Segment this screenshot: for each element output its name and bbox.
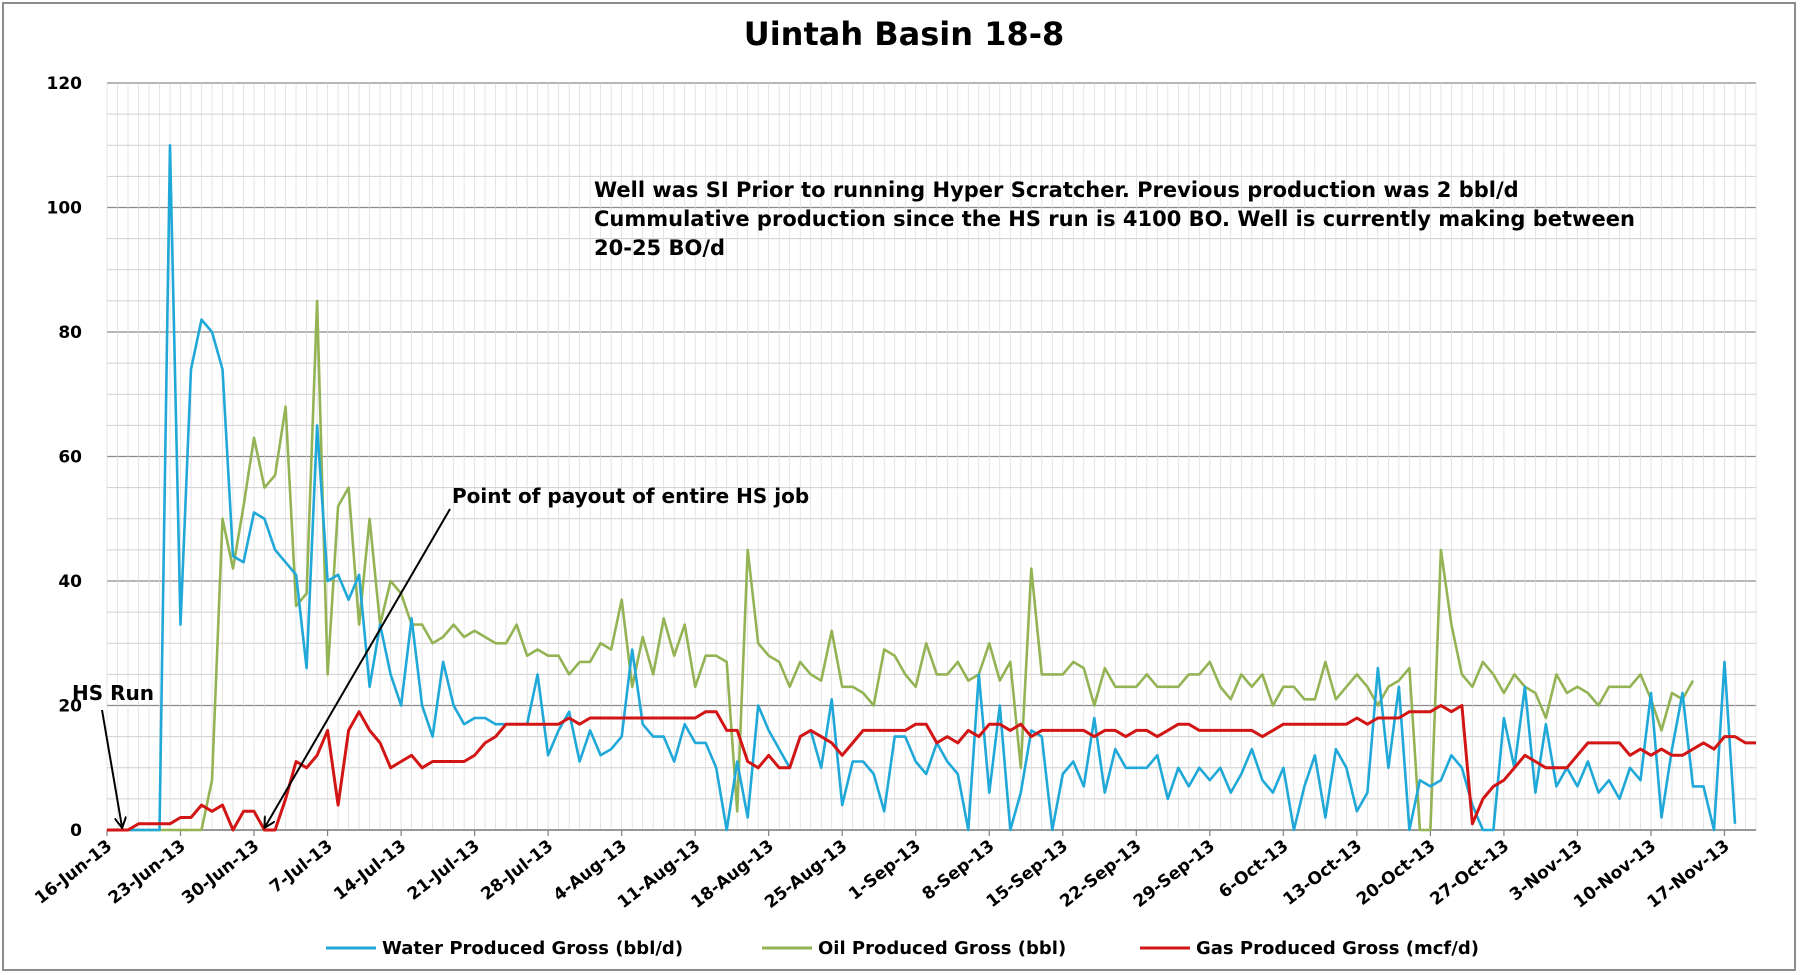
annotation-note-line-2: Cummulative production since the HS run … [594,207,1635,231]
x-tick-label: 16-Jun-13 [31,836,116,908]
x-tick-label: 29-Sep-13 [1130,836,1219,912]
x-tick-label: 27-Oct-13 [1427,836,1513,910]
x-tick-label: 20-Oct-13 [1353,836,1439,910]
legend-label-water: Water Produced Gross (bbl/d) [382,938,683,959]
chart-plot: Uintah Basin 18-8 0 20 40 60 80 100 120 16-Jun… [31,15,1757,959]
legend-label-oil: Oil Produced Gross (bbl) [818,938,1066,959]
chart-title: Uintah Basin 18-8 [744,15,1065,53]
series-line-oil [107,299,1695,832]
y-tick-label: 0 [70,821,82,841]
x-tick-label: 15-Sep-13 [983,836,1072,912]
annotation-note-line-1: Well was SI Prior to running Hyper Scrat… [594,178,1519,202]
x-tick-label: 14-Jul-13 [330,836,410,905]
series-line-water [107,144,1737,832]
y-tick-label: 20 [58,697,82,717]
annotation-note: Well was SI Prior to running Hyper Scrat… [594,178,1635,260]
gridlines [106,82,1757,831]
x-tick-label: 17-Nov-13 [1644,836,1734,912]
series-line-gas [107,704,1756,832]
y-tick-label: 40 [58,572,82,592]
annotation-payout-arrow [265,508,451,827]
x-tick-label: 1-Sep-13 [845,836,925,904]
x-tick-label: 22-Sep-13 [1056,836,1145,912]
legend: Water Produced Gross (bbl/d) Oil Produce… [326,938,1479,959]
y-tick-label: 80 [58,323,82,343]
annotation-hs-run-label: HS Run [72,681,154,705]
x-tick-label: 13-Oct-13 [1279,836,1365,910]
annotation-payout-label: Point of payout of entire HS job [452,484,809,508]
annotation-payout: Point of payout of entire HS job [265,484,809,827]
x-tick-label: 30-Jun-13 [178,836,263,908]
annotation-note-line-3: 20-25 BO/d [594,236,725,260]
annotation-hs-run: HS Run [72,681,154,827]
annotation-hs-run-arrow [101,709,122,827]
x-tick-label: 23-Jun-13 [105,836,190,908]
y-axis-ticks: 0 20 40 60 80 100 120 [47,74,83,841]
legend-label-gas: Gas Produced Gross (mcf/d) [1196,938,1479,959]
y-tick-label: 120 [47,74,83,94]
y-tick-label: 60 [58,448,82,468]
x-tick-label: 28-Jul-13 [477,836,557,905]
y-tick-label: 100 [47,199,83,219]
x-tick-label: 7-Jul-13 [266,836,337,897]
x-tick-label: 25-Aug-13 [761,836,851,913]
x-tick-label: 21-Jul-13 [404,836,484,905]
series-lines [107,144,1756,832]
